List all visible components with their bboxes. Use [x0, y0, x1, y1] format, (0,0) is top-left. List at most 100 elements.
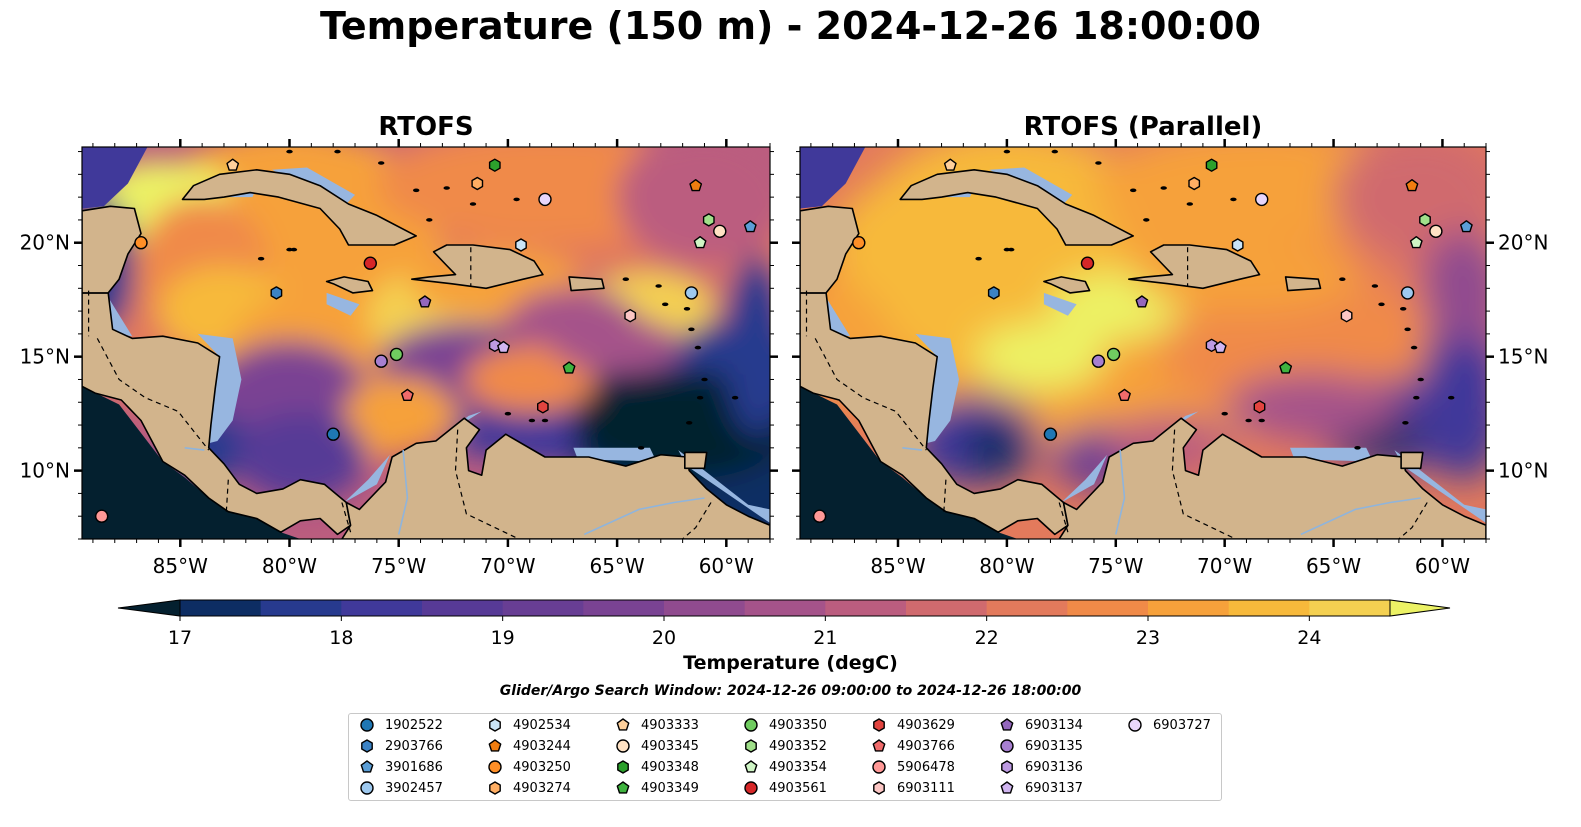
temperature-blob: [963, 420, 1029, 476]
lon-tick-label: 70°W: [1197, 554, 1252, 578]
island: [1051, 149, 1059, 154]
float-marker-4903561: [1080, 256, 1095, 270]
gulf-cold-area: [800, 147, 866, 209]
legend-item-4903352: 4903352: [743, 736, 827, 756]
temperature-blob: [1224, 372, 1399, 441]
colorbar-bin: [825, 600, 907, 616]
land-puerto-rico: [1284, 276, 1322, 292]
temperature-blob: [464, 345, 596, 414]
float-marker-4903274: [471, 176, 484, 191]
island: [975, 256, 982, 261]
legend-item-6903135: 6903135: [999, 736, 1083, 756]
legend-marker-icon: [872, 760, 886, 774]
legend-marker-icon: [360, 718, 374, 732]
legend-marker-icon: [1000, 718, 1014, 731]
colorbar-tick-label: 21: [813, 627, 837, 649]
float-marker-6903137: [497, 340, 510, 354]
legend-marker-icon: [744, 760, 758, 773]
float-marker-6903136: [488, 338, 501, 352]
legend-marker-icon: [744, 718, 758, 732]
float-marker-4903244: [689, 178, 703, 192]
land-central-america: [800, 292, 1069, 536]
lon-tick-label: 60°W: [699, 554, 754, 578]
lon-tick-label: 60°W: [1415, 554, 1470, 578]
legend-item-4903349: 4903349: [615, 778, 699, 798]
legend-item-5906478: 5906478: [871, 757, 955, 777]
legend-marker-shape: [360, 718, 374, 732]
legend-label: 4903250: [513, 759, 571, 775]
island: [257, 256, 265, 261]
colorbar-bin: [744, 600, 826, 616]
float-marker-6903727: [538, 192, 552, 207]
land-trinidad: [683, 451, 708, 470]
float-marker-4903274: [1188, 176, 1201, 191]
island: [1230, 197, 1237, 202]
legend-marker-shape: [616, 739, 630, 753]
island: [513, 197, 520, 202]
legend-label: 6903134: [1025, 717, 1083, 733]
island: [286, 149, 293, 154]
colorbar-bin: [422, 600, 504, 616]
island: [1258, 418, 1265, 423]
pacific-ocean: [82, 386, 301, 539]
island: [1245, 418, 1252, 423]
colorbar-tick-label: 17: [168, 627, 192, 649]
legend-marker-shape: [872, 760, 886, 774]
legend-item-4903354: 4903354: [743, 757, 827, 777]
legend-item-3902457: 3902457: [359, 778, 443, 798]
float-marker-4903333: [943, 158, 957, 171]
float-marker-3901686: [1459, 220, 1473, 233]
lat-tick-label: 20°N: [20, 231, 70, 255]
legend-label: 5906478: [897, 759, 955, 775]
land-yucatan: [800, 205, 860, 294]
island: [622, 277, 629, 282]
legend-marker-shape: [488, 760, 502, 774]
temperature-blob: [1420, 299, 1486, 483]
river: [184, 447, 205, 451]
legend-label: 4903274: [513, 780, 571, 796]
island: [1400, 307, 1407, 311]
legend-marker-shape: [873, 781, 885, 795]
river: [902, 447, 923, 451]
legend-marker-icon: [745, 739, 757, 753]
float-marker-4903349: [562, 361, 576, 374]
legend-item-4903345: 4903345: [615, 736, 699, 756]
legend-item-4902534: 4902534: [487, 715, 571, 735]
float-marker-6903135: [1091, 354, 1106, 368]
colorbar-bin: [1228, 600, 1310, 616]
island: [683, 307, 691, 311]
legend-item-2903766: 2903766: [359, 736, 443, 756]
float-marker-4903345: [713, 224, 727, 239]
island: [731, 395, 739, 400]
legend-marker-icon: [360, 760, 374, 773]
temperature-blob: [617, 147, 770, 266]
colorbar-bin: [1309, 600, 1391, 616]
legend-item-4903333: 4903333: [615, 715, 699, 735]
legend-marker-icon: [616, 781, 630, 794]
lon-tick-label: 80°W: [979, 554, 1034, 578]
country-border: [96, 338, 210, 451]
legend-label: 3902457: [385, 780, 443, 796]
float-marker-6903111: [1340, 309, 1353, 323]
legend-marker-icon: [488, 760, 502, 774]
legend-marker-shape: [1000, 718, 1014, 731]
legend-item-4903629: 4903629: [871, 715, 955, 735]
float-marker-4902534: [515, 238, 527, 252]
temperature-blob: [551, 318, 683, 373]
float-legend: 1902522 2903766 3901686 3902457 4902534 49032…: [348, 713, 1222, 801]
legend-marker-icon: [360, 781, 374, 795]
lon-tick-label: 75°W: [371, 554, 426, 578]
legend-item-6903727: 6903727: [1127, 715, 1211, 735]
map-panel-rtofs-parallel: [800, 147, 1486, 539]
temperature-blob: [724, 254, 770, 437]
float-marker-4903766: [1118, 388, 1131, 401]
legend-label: 6903727: [1153, 717, 1211, 733]
legend-marker-icon: [616, 718, 630, 731]
float-marker-6903111: [624, 309, 637, 323]
legend-marker-shape: [616, 718, 630, 731]
float-marker-4903244: [1405, 178, 1419, 192]
float-marker-4903352: [702, 213, 715, 227]
legend-marker-shape: [1000, 739, 1014, 753]
legend-marker-shape: [1001, 760, 1013, 774]
